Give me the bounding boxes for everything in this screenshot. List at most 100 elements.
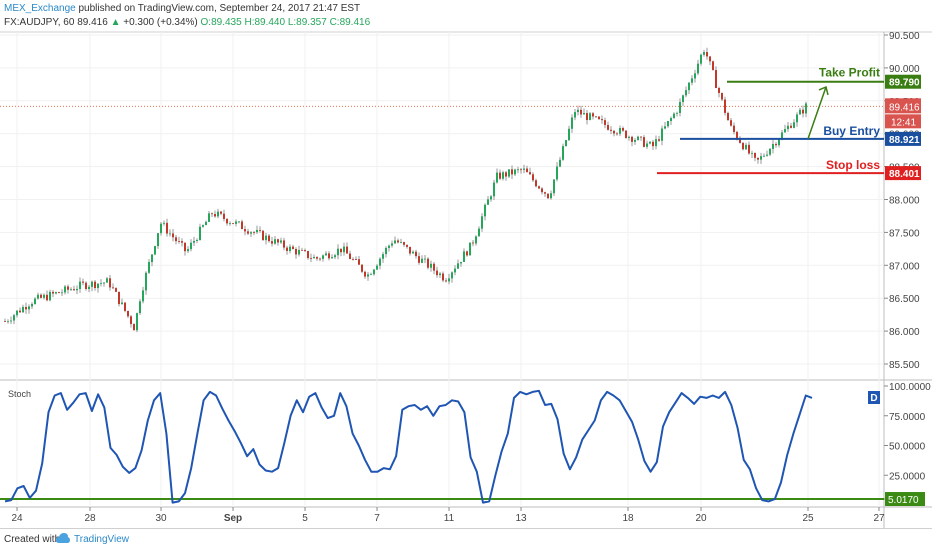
candle-body [274, 239, 276, 244]
candle-body [571, 117, 573, 129]
candle-body [532, 174, 534, 181]
candle-body [694, 73, 696, 79]
level-label: Stop loss [826, 158, 880, 172]
chart-canvas[interactable]: Take Profit Buy Entry Stop loss 90.500 90.0… [0, 0, 932, 528]
candle-body [775, 143, 777, 146]
candle-body [205, 221, 207, 226]
candle-body [403, 242, 405, 245]
candle-body [625, 130, 627, 138]
candle-body [664, 126, 666, 129]
candle-body [85, 282, 87, 290]
price-tick-label: 90.500 [889, 31, 920, 42]
time-tick-label: 18 [622, 513, 634, 524]
candle-body [232, 223, 234, 225]
candle-body [133, 324, 135, 331]
candle-body [724, 99, 726, 113]
candle-body [379, 258, 381, 266]
candle-body [415, 251, 417, 257]
candle-body [703, 52, 705, 55]
candle-body [361, 264, 363, 272]
candle-body [616, 133, 618, 135]
author-link[interactable]: MEX_Exchange [4, 3, 76, 14]
candle-body [697, 63, 699, 74]
candle-body [277, 239, 279, 243]
last-price: 89.416 [77, 17, 108, 28]
time-tick-label: 13 [515, 513, 527, 524]
candle-body [565, 140, 567, 147]
candle-body [418, 256, 420, 263]
candle-body [655, 139, 657, 147]
candle-body [715, 70, 717, 89]
candle-body [691, 78, 693, 83]
candle-body [643, 137, 645, 147]
candle-body [328, 253, 330, 259]
candle-body [529, 172, 531, 175]
candle-body [127, 310, 129, 317]
candle-body [289, 246, 291, 251]
candle-body [121, 302, 123, 305]
candle-body [805, 103, 807, 114]
candle-body [160, 223, 162, 234]
candle-body [709, 56, 711, 62]
candle-body [325, 253, 327, 256]
candle-body [19, 310, 21, 313]
candle-body [436, 270, 438, 276]
candle-body [754, 152, 756, 158]
candle-body [514, 169, 516, 175]
symbol-label[interactable]: FX:AUDJPY, 60 [4, 17, 75, 28]
candle-body [745, 144, 747, 150]
candle-body [352, 258, 354, 260]
candle-body [31, 304, 33, 307]
candle-body [43, 294, 45, 298]
candle-body [316, 256, 318, 259]
candle-body [505, 172, 507, 177]
candle-body [460, 261, 462, 264]
candle-body [406, 244, 408, 247]
stoch-tick-label: 75.0000 [889, 412, 926, 423]
candle-body [766, 154, 768, 156]
candle-body [166, 222, 168, 234]
candle-body [55, 292, 57, 294]
stoch-tick-label: 50.0000 [889, 442, 926, 453]
time-tick-label: 30 [155, 513, 167, 524]
candle-body [685, 90, 687, 96]
chart-header: MEX_Exchange published on TradingView.co… [0, 0, 932, 32]
time-tick-label: 27 [873, 513, 885, 524]
candle-body [61, 292, 63, 294]
candle-body [148, 262, 150, 273]
candle-body [13, 315, 15, 321]
stoch-axis[interactable]: 100.0000 75.0000 50.0000 25.0000 5.0170 [884, 382, 931, 507]
candle-body [799, 109, 801, 115]
candle-body [433, 263, 435, 271]
candle-body [7, 321, 9, 323]
candle-body [421, 258, 423, 263]
candle-body [508, 169, 510, 177]
candle-body [718, 88, 720, 93]
candle-body [229, 223, 231, 225]
price-tick-label: 86.500 [889, 294, 920, 305]
candle-body [385, 247, 387, 255]
tradingview-brand[interactable]: TradingView [74, 534, 130, 545]
candle-body [49, 291, 51, 301]
candle-body [226, 218, 228, 224]
candle-body [349, 253, 351, 259]
candle-body [322, 255, 324, 259]
level-label: Take Profit [819, 66, 880, 80]
candle-body [787, 125, 789, 130]
candle-body [34, 298, 36, 305]
time-tick-label: 7 [374, 513, 380, 524]
time-axis[interactable]: 24 28 30 Sep 5 7 11 13 18 20 25 27 [11, 507, 885, 524]
candle-body [172, 233, 174, 238]
low-value: L:89.357 [287, 17, 327, 28]
candle-body [466, 251, 468, 256]
candle-body [112, 287, 114, 289]
level-price-badge [885, 74, 921, 89]
candle-body [652, 141, 654, 147]
candle-body [730, 120, 732, 126]
time-tick-label: 11 [444, 513, 455, 524]
time-tick-label: 28 [84, 513, 96, 524]
candle-body [334, 255, 336, 258]
candle-body [391, 243, 393, 246]
candle-body [94, 281, 96, 289]
price-axis[interactable]: 90.50090.00089.50089.00088.50088.00087.5… [884, 31, 921, 371]
